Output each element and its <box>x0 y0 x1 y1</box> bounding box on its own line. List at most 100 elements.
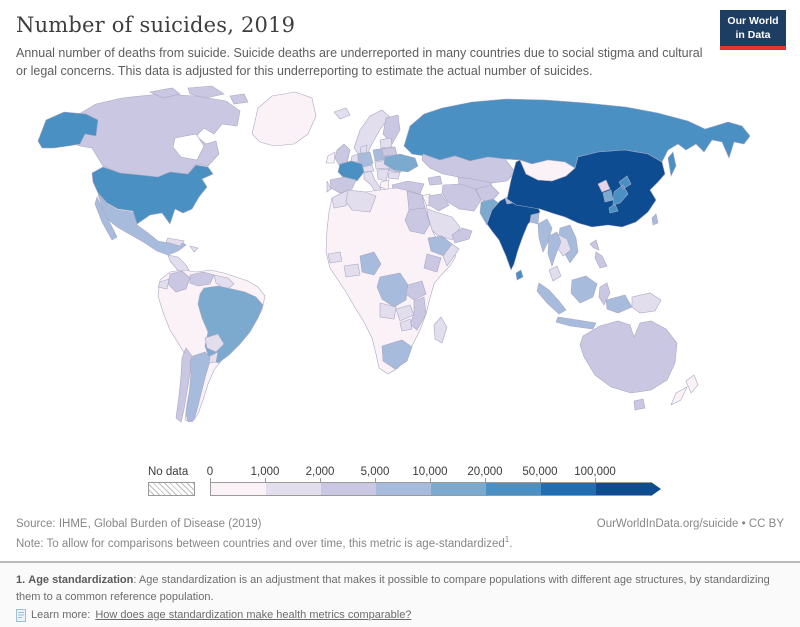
country-bulgaria[interactable] <box>387 171 401 180</box>
region-yemen-oman[interactable] <box>451 227 473 244</box>
country-somalia[interactable] <box>442 243 460 267</box>
country-zimbabwe[interactable] <box>399 318 413 332</box>
legend-segment[interactable] <box>320 478 376 495</box>
country-iceland[interactable] <box>333 107 351 120</box>
country-south-africa[interactable] <box>381 339 413 370</box>
region-sumatra[interactable] <box>536 282 567 315</box>
country-south-korea[interactable] <box>602 189 614 203</box>
country-mozambique[interactable] <box>409 296 427 331</box>
country-ukraine[interactable] <box>383 153 419 173</box>
country-madagascar[interactable] <box>433 316 448 344</box>
footnote-term: Age standardization <box>28 574 134 586</box>
country-thailand[interactable] <box>547 231 562 267</box>
country-iran[interactable] <box>441 183 482 212</box>
country-finland[interactable] <box>382 114 401 145</box>
legend-segment[interactable] <box>210 478 266 495</box>
learn-more-link[interactable]: How does age standardization make health… <box>95 609 412 621</box>
legend-bar <box>210 478 651 496</box>
region-borneo[interactable] <box>570 275 598 304</box>
hudson-bay-water <box>172 133 205 161</box>
country-greenland[interactable] <box>251 91 317 147</box>
legend-no-data[interactable]: No data <box>148 466 195 496</box>
legend-tick: 20,000 <box>467 466 503 478</box>
country-portugal[interactable] <box>326 180 332 193</box>
country-nigeria[interactable] <box>359 251 382 276</box>
country-north-korea[interactable] <box>597 179 611 193</box>
country-sudan[interactable] <box>404 207 431 235</box>
region-west-new-guinea[interactable] <box>605 294 633 314</box>
region-caucasus[interactable] <box>427 175 443 186</box>
region-guinea[interactable] <box>327 251 343 264</box>
legend-tick: 100,000 <box>574 466 616 478</box>
owid-logo-line2: in Data <box>735 28 771 41</box>
legend-segment[interactable] <box>430 478 486 495</box>
country-iraq[interactable] <box>428 193 450 212</box>
legend-segment[interactable] <box>265 478 321 495</box>
world-choropleth-map <box>0 84 800 464</box>
region-sakhalin[interactable] <box>667 151 677 177</box>
credit-link[interactable]: OurWorldInData.org/suicide • CC BY <box>596 518 784 530</box>
no-data-label: No data <box>148 466 189 478</box>
country-ecuador[interactable] <box>157 278 170 290</box>
country-egypt[interactable] <box>406 190 426 211</box>
country-mongolia[interactable] <box>519 159 576 182</box>
legend-segment[interactable] <box>540 478 596 495</box>
region-balkans[interactable] <box>376 168 390 182</box>
footnote-number: 1. <box>16 574 26 586</box>
region-java[interactable] <box>555 316 597 330</box>
legend-color-scale: 0 1,000 2,000 5,000 10,000 20,000 50,000… <box>207 466 661 496</box>
country-tanzania[interactable] <box>405 280 427 301</box>
region-tasmania[interactable] <box>633 398 646 411</box>
footnote-learn-more: Learn more: How does age standardization… <box>16 607 784 624</box>
region-alpine[interactable] <box>362 164 375 173</box>
country-sri-lanka[interactable] <box>515 269 524 281</box>
country-mexico-baja[interactable] <box>94 196 118 241</box>
country-brazil[interactable] <box>197 285 264 364</box>
owid-logo[interactable]: Our World in Data <box>720 10 786 51</box>
subtitle: Annual number of deaths from suicide. Su… <box>16 46 703 79</box>
region-ghana-ivory-coast[interactable] <box>343 263 361 278</box>
country-japan[interactable] <box>608 175 632 214</box>
country-dr-congo[interactable] <box>376 272 409 308</box>
region-kenya-uganda[interactable] <box>423 253 442 273</box>
country-venezuela[interactable] <box>189 271 215 287</box>
country-spain[interactable] <box>329 176 357 194</box>
region-sulawesi[interactable] <box>598 282 611 306</box>
country-hispaniola[interactable] <box>189 245 199 253</box>
page-title: Number of suicides, 2019 <box>16 13 296 37</box>
country-bolivia[interactable] <box>204 333 225 353</box>
legend-segment[interactable] <box>375 478 431 495</box>
country-kazakhstan[interactable] <box>421 153 516 184</box>
country-myanmar[interactable] <box>537 218 553 253</box>
header: Number of suicides, 2019 Annual number o… <box>0 0 800 80</box>
country-philippines[interactable] <box>589 239 608 269</box>
country-canada-arctic-islands[interactable] <box>149 85 249 105</box>
legend-segment[interactable] <box>485 478 541 495</box>
footer-note-row: Note: To allow for comparisons between c… <box>16 535 784 550</box>
country-greece[interactable] <box>379 179 390 191</box>
country-new-zealand[interactable] <box>670 374 699 406</box>
legend-segment[interactable] <box>595 478 651 495</box>
country-uruguay[interactable] <box>208 351 219 364</box>
region-guyanas[interactable] <box>213 274 235 291</box>
country-russia[interactable] <box>403 98 751 169</box>
legend-arrow <box>651 481 661 496</box>
country-ireland[interactable] <box>325 151 336 164</box>
country-papua-new-guinea[interactable] <box>631 292 662 314</box>
country-cuba[interactable] <box>165 237 185 247</box>
country-usa-alaska[interactable] <box>37 111 99 149</box>
country-malaysia[interactable] <box>548 265 562 282</box>
country-usa[interactable] <box>91 164 214 225</box>
country-algeria[interactable] <box>345 189 377 213</box>
country-angola[interactable] <box>379 302 397 320</box>
country-australia[interactable] <box>579 320 678 394</box>
country-taiwan[interactable] <box>651 213 659 226</box>
legend-tick: 1,000 <box>250 466 280 478</box>
region-baltics[interactable] <box>379 137 393 149</box>
country-afghanistan[interactable] <box>475 184 500 203</box>
region-benelux[interactable] <box>350 153 359 163</box>
country-bangladesh[interactable] <box>529 212 540 225</box>
footnote-body: : Age standardization is an adjustment t… <box>16 574 770 603</box>
country-france[interactable] <box>337 160 365 182</box>
